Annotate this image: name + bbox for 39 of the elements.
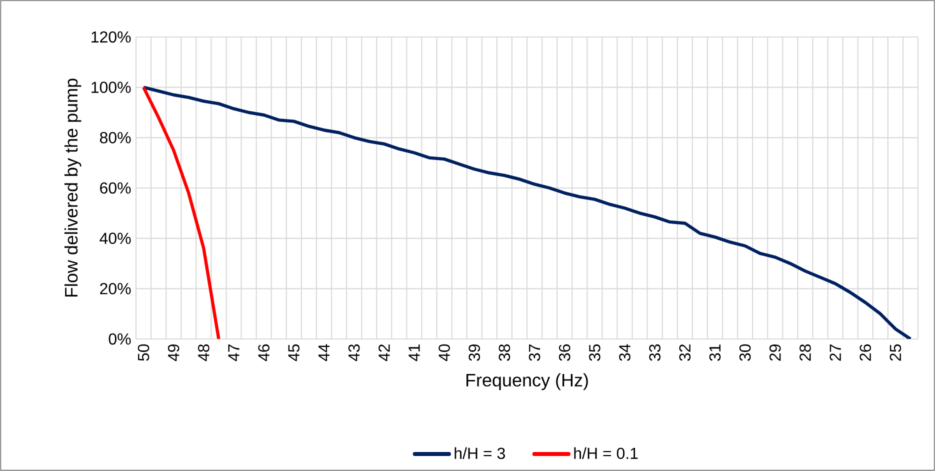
x-tick-label: 43 <box>348 344 360 362</box>
x-tick-label: 44 <box>318 344 330 362</box>
x-tick-label: 40 <box>438 344 450 362</box>
x-tick-label: 38 <box>498 344 510 361</box>
y-axis-title: Flow delivered by the pump <box>64 78 82 297</box>
y-tick-label: 80% <box>100 132 131 144</box>
line-series <box>142 86 912 339</box>
x-tick-label: 27 <box>830 344 841 361</box>
y-tick-label: 40% <box>100 232 131 244</box>
x-tick-label: 39 <box>468 344 480 361</box>
x-tick-label: 29 <box>769 344 781 361</box>
line-series <box>142 86 220 339</box>
x-tick-label: 41 <box>408 344 420 362</box>
x-tick-label: 31 <box>709 344 721 361</box>
x-tick-label: 35 <box>589 344 600 361</box>
x-tick-label: 25 <box>890 344 902 361</box>
x-tick-label: 45 <box>288 344 300 362</box>
legend-label: h/H = 3 <box>454 447 505 460</box>
x-tick-label: 46 <box>258 344 270 362</box>
x-tick-label: 48 <box>198 344 210 362</box>
x-tick-label: 30 <box>739 344 751 361</box>
x-tick-label: 50 <box>138 344 150 361</box>
x-tick-label: 33 <box>649 344 660 361</box>
x-tick-label: 37 <box>528 344 540 361</box>
x-tick-label: 49 <box>168 344 180 362</box>
y-tick-label: 60% <box>100 182 131 194</box>
x-tick-label: 34 <box>619 344 630 361</box>
x-tick-label: 42 <box>378 344 390 362</box>
x-tick-label: 47 <box>228 344 240 362</box>
y-tick-label: 0% <box>108 333 131 345</box>
y-tick-label: 100% <box>92 82 131 93</box>
x-tick-label: 26 <box>860 344 872 361</box>
x-tick-label: 32 <box>679 344 691 361</box>
y-tick-label: 120% <box>92 31 131 43</box>
x-tick-label: 28 <box>800 344 811 361</box>
legend-label: h/H = 0.1 <box>574 447 638 460</box>
x-axis-title: Frequency (Hz) <box>466 373 588 390</box>
y-tick-label: 20% <box>100 283 131 294</box>
x-tick-label: 36 <box>558 344 570 361</box>
